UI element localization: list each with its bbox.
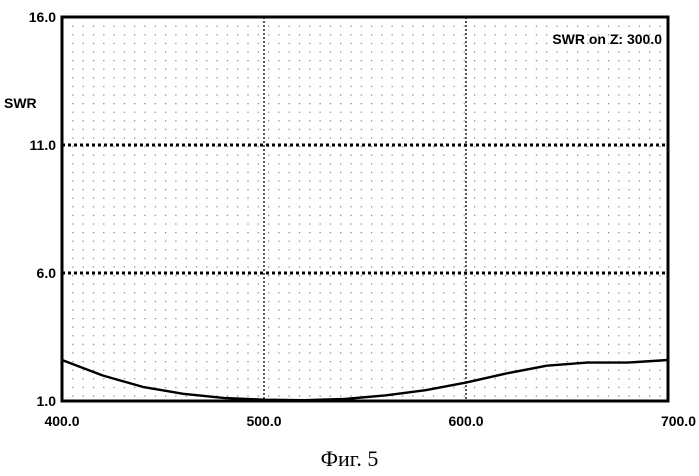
y-tick-label: 1.0 bbox=[37, 393, 57, 409]
y-axis-label: SWR bbox=[4, 95, 37, 111]
x-tick-label: 400.0 bbox=[44, 413, 79, 429]
swr-annotation: SWR on Z: 300.0 bbox=[552, 31, 662, 47]
x-tick-labels: 400.0 500.0 600.0 700.0 bbox=[44, 413, 696, 429]
x-tick-label: 500.0 bbox=[246, 413, 281, 429]
figure-caption: Фиг. 5 bbox=[0, 446, 699, 472]
minor-grid bbox=[62, 17, 668, 401]
x-tick-label: 700.0 bbox=[661, 413, 696, 429]
y-tick-labels: 1.0 6.0 11.0 16.0 bbox=[29, 9, 56, 409]
swr-chart: 1.0 6.0 11.0 16.0 400.0 500.0 600.0 700.0 SWR … bbox=[0, 0, 699, 440]
y-tick-label: 11.0 bbox=[30, 137, 57, 153]
x-tick-label: 600.0 bbox=[448, 413, 483, 429]
y-tick-label: 16.0 bbox=[29, 9, 56, 25]
y-tick-label: 6.0 bbox=[37, 265, 57, 281]
